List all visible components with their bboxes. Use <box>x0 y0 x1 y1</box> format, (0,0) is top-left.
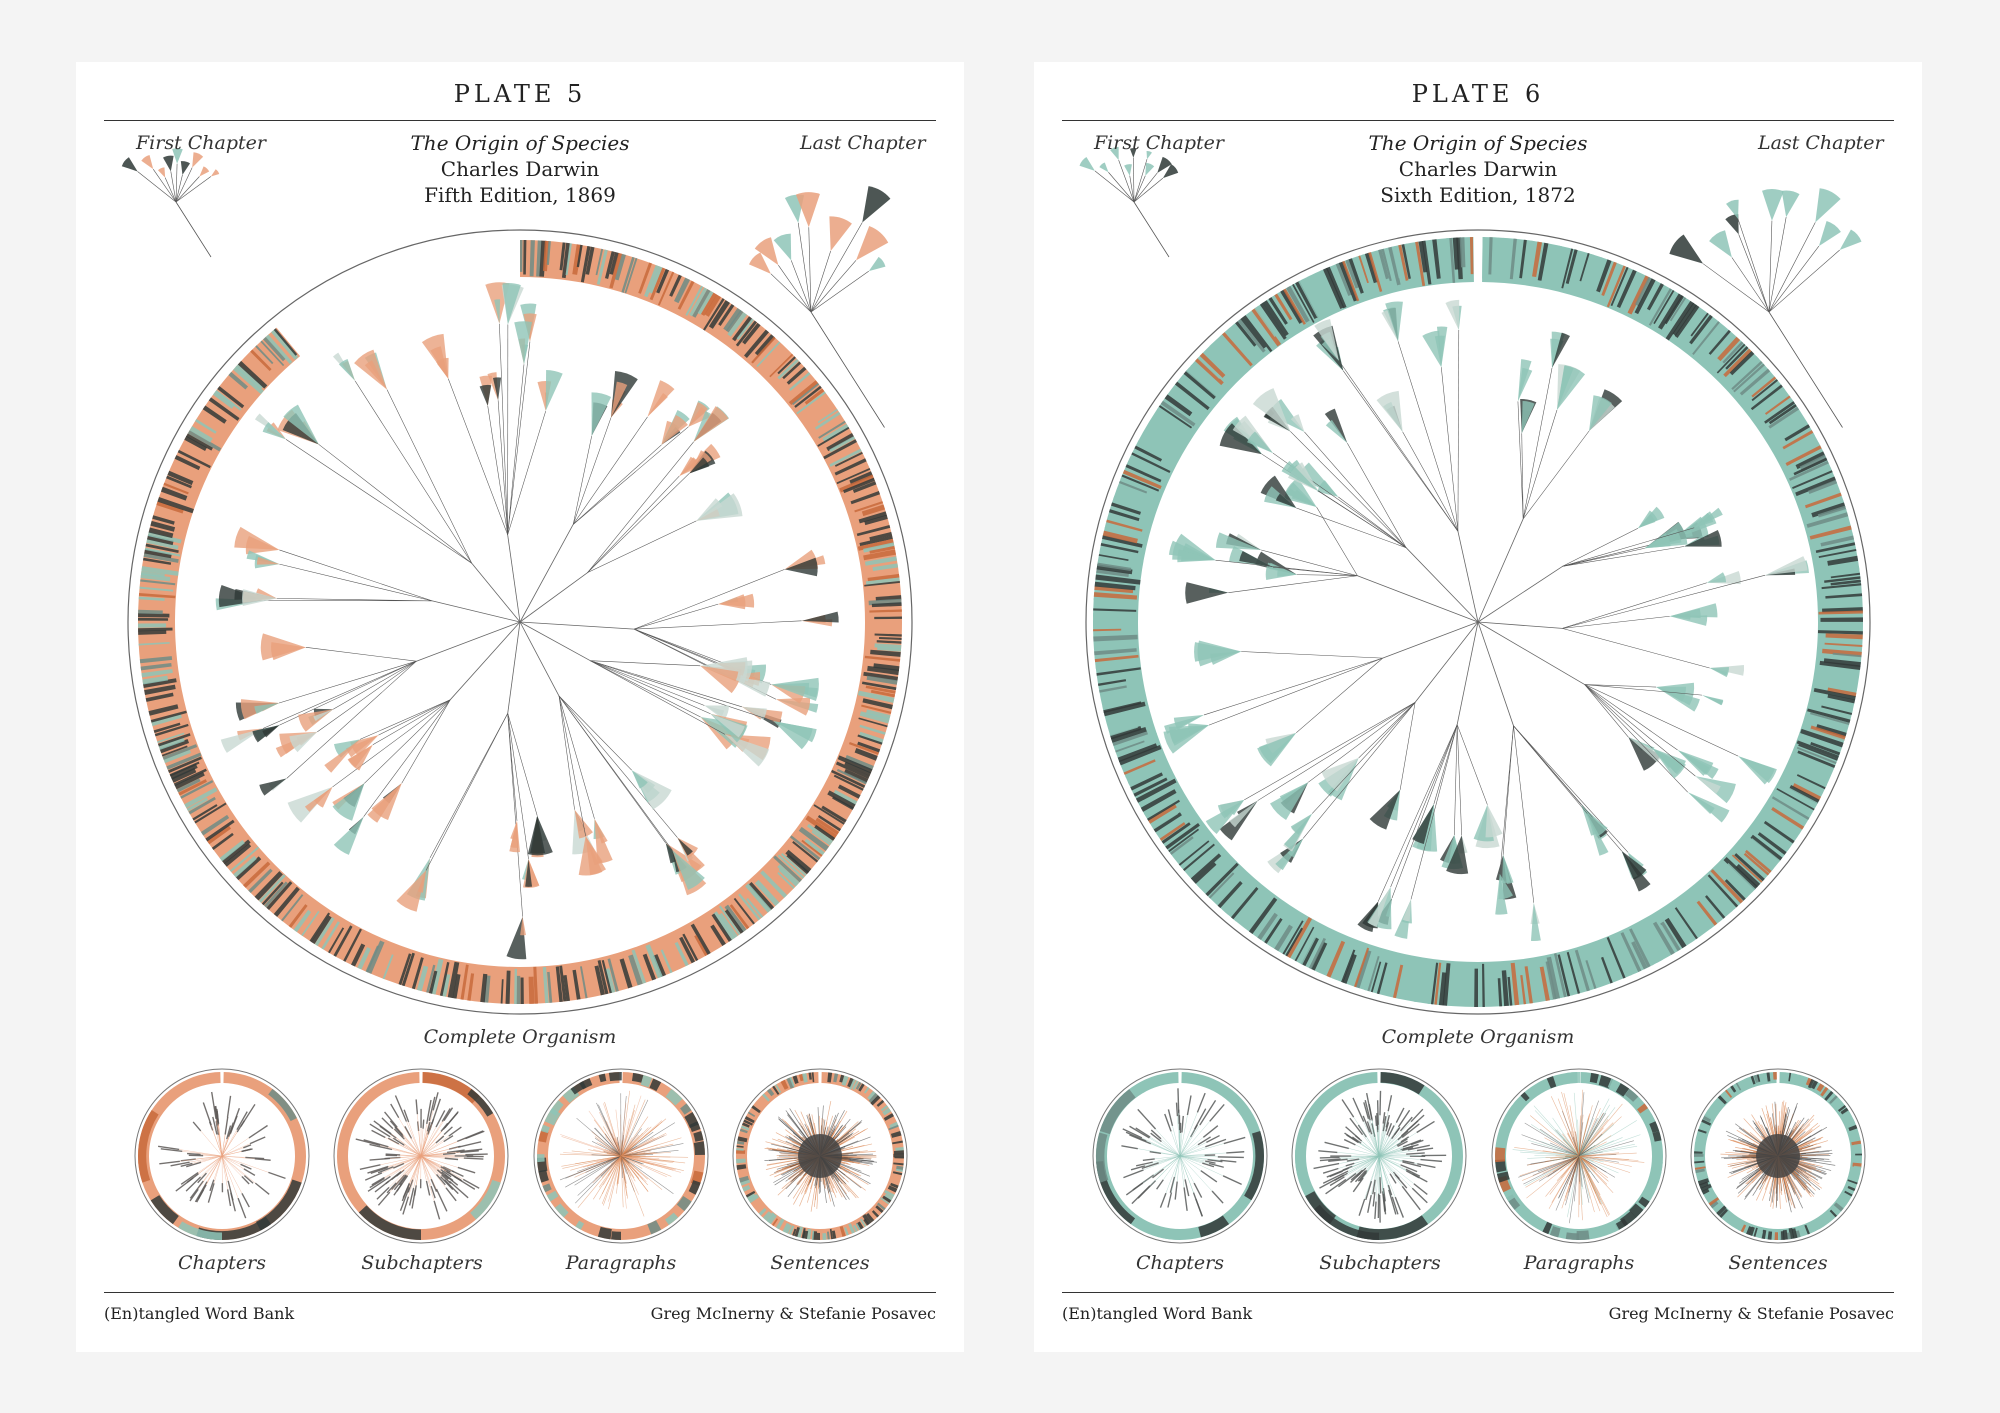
top-rule <box>104 120 936 121</box>
mini-diagram-0 <box>1092 1068 1268 1244</box>
book-title: The Origin of Species <box>1368 131 1588 155</box>
first-chapter-label: First Chapter <box>136 132 266 154</box>
mini-diagram-2-ring <box>1495 1072 1663 1241</box>
last-chapter-label: Last Chapter <box>1758 132 1884 154</box>
footer-project: (En)tangled Word Bank <box>104 1304 295 1323</box>
mini-diagram-2 <box>533 1068 709 1244</box>
mini-label-subchapters: Subchapters <box>361 1252 483 1274</box>
outer-circle <box>1085 229 1871 1015</box>
main-ring <box>1093 237 1863 1007</box>
complete-organism-label: Complete Organism <box>423 1026 617 1048</box>
book-author: Charles Darwin <box>440 157 600 181</box>
mini-diagram-1 <box>1291 1068 1467 1244</box>
outer-circle <box>127 229 913 1015</box>
complete-organism-label: Complete Organism <box>1381 1026 1575 1048</box>
mini-label-paragraphs: Paragraphs <box>565 1252 677 1274</box>
plate-6: PLATE 6 First Chapter Last Chapter The O… <box>1034 62 1922 1352</box>
mini-diagram-2 <box>1491 1068 1667 1244</box>
first-chapter-label: First Chapter <box>1094 132 1224 154</box>
main-tree <box>215 282 839 960</box>
plate-title: PLATE 5 <box>453 80 587 108</box>
plate-title: PLATE 6 <box>1411 80 1545 108</box>
book-info: The Origin of Species Charles Darwin Fif… <box>76 130 964 208</box>
last-chapter-label: Last Chapter <box>800 132 926 154</box>
book-edition: Sixth Edition, 1872 <box>1380 183 1576 207</box>
plate-diagram-canvas <box>1079 146 1871 1244</box>
bottom-rule <box>1062 1292 1894 1293</box>
mini-label-sentences: Sentences <box>1728 1252 1828 1274</box>
mini-label-paragraphs: Paragraphs <box>1523 1252 1635 1274</box>
bottom-rule <box>104 1292 936 1293</box>
top-rule <box>1062 120 1894 121</box>
mini-diagram-0-ring <box>138 1072 306 1240</box>
first-chapter-tree <box>1079 146 1179 258</box>
mini-diagram-1 <box>333 1068 509 1244</box>
footer-authors: Greg McInerny & Stefanie Posavec <box>650 1304 936 1323</box>
mini-diagram-0-ring <box>1096 1072 1264 1240</box>
mini-label-sentences: Sentences <box>770 1252 870 1274</box>
mini-diagram-3-ring <box>736 1072 905 1240</box>
book-info: The Origin of Species Charles Darwin Six… <box>1034 130 1922 208</box>
mini-diagram-0 <box>134 1068 310 1244</box>
first-chapter-tree <box>121 148 220 258</box>
main-tree <box>1163 299 1809 942</box>
mini-label-chapters: Chapters <box>178 1252 266 1274</box>
mini-label-chapters: Chapters <box>1136 1252 1224 1274</box>
book-author: Charles Darwin <box>1398 157 1558 181</box>
book-title: The Origin of Species <box>410 131 630 155</box>
plate-diagram-canvas <box>121 148 913 1244</box>
mini-diagram-1-ring <box>1295 1072 1463 1240</box>
mini-diagram-3 <box>732 1068 908 1244</box>
mini-diagram-2-ring <box>537 1072 705 1240</box>
footer-authors: Greg McInerny & Stefanie Posavec <box>1608 1304 1894 1323</box>
mini-diagram-1-ring <box>337 1072 505 1240</box>
book-edition: Fifth Edition, 1869 <box>424 183 616 207</box>
last-chapter-tree <box>749 186 891 428</box>
mini-diagram-3-ring <box>1694 1072 1862 1241</box>
mini-diagram-3 <box>1690 1068 1866 1244</box>
last-chapter-tree <box>1669 188 1862 428</box>
mini-label-subchapters: Subchapters <box>1319 1252 1441 1274</box>
main-ring <box>137 240 902 1005</box>
footer-project: (En)tangled Word Bank <box>1062 1304 1253 1323</box>
plate-5: PLATE 5 First Chapter Last Chapter The O… <box>76 62 964 1352</box>
